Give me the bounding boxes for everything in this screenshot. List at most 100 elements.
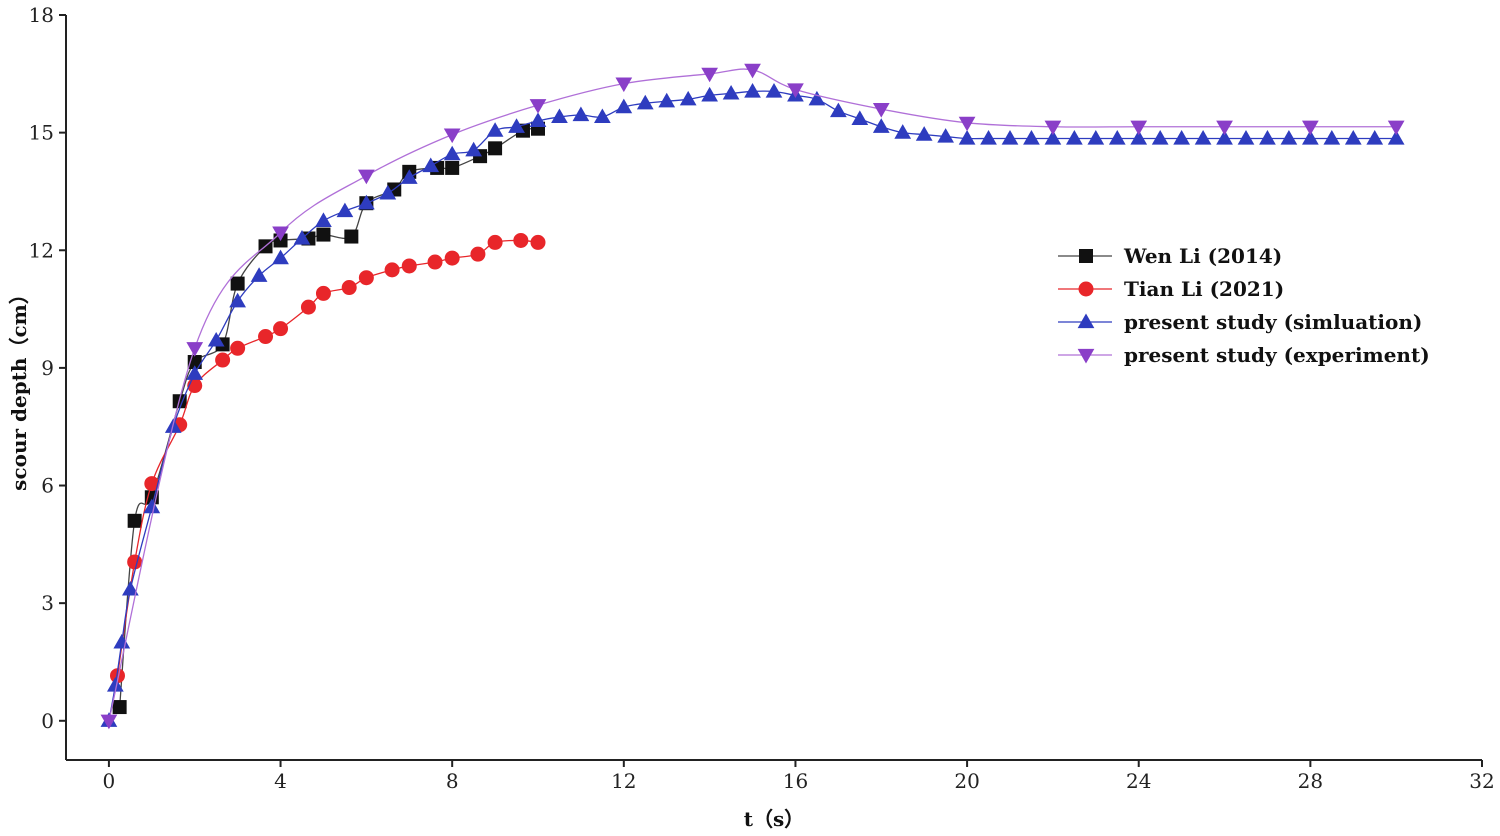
data-point: [122, 580, 139, 596]
data-point: [1237, 130, 1255, 145]
data-point: [765, 82, 783, 98]
data-point: [1302, 130, 1319, 145]
data-point: [658, 92, 676, 108]
data-point: [551, 108, 568, 124]
data-point: [937, 128, 954, 143]
data-point: [529, 112, 547, 127]
data-point: [701, 67, 718, 83]
legend-marker-group: [1077, 313, 1095, 329]
series-2: [100, 82, 1405, 727]
data-point: [486, 122, 504, 137]
data-point: [488, 141, 503, 156]
y-ticks: 0 3 6 9 12 15 18: [29, 3, 66, 733]
data-point: [112, 700, 127, 715]
x-tick-label: 20: [954, 769, 979, 793]
data-point: [258, 329, 274, 345]
data-point: [615, 98, 633, 114]
data-point: [215, 352, 231, 368]
axes: [65, 15, 1482, 761]
legend-label: present study (experiment): [1124, 343, 1430, 367]
y-tick-label: 15: [29, 121, 54, 145]
data-point: [1323, 130, 1341, 145]
data-point: [127, 513, 142, 528]
data-point: [508, 118, 525, 133]
data-point: [230, 276, 245, 291]
data-point: [1066, 130, 1083, 145]
data-point: [980, 130, 997, 145]
x-tick-label: 12: [611, 769, 636, 793]
data-point: [186, 365, 204, 380]
data-point: [127, 554, 143, 570]
series-line: [108, 90, 1397, 721]
data-point: [744, 63, 761, 79]
legend-item: Tian Li (2021): [1058, 277, 1284, 301]
data-point: [1280, 130, 1298, 145]
data-point: [1044, 120, 1062, 136]
y-tick-label: 18: [29, 3, 54, 27]
data-point: [470, 246, 486, 262]
data-point: [341, 280, 357, 296]
data-point: [207, 331, 225, 347]
legend-marker: [1078, 281, 1094, 297]
data-point: [894, 124, 912, 139]
x-tick-label: 4: [274, 769, 287, 793]
legend-item: present study (experiment): [1058, 343, 1430, 367]
data-point: [572, 106, 590, 122]
data-point: [445, 160, 460, 175]
data-point: [830, 102, 847, 118]
data-point: [851, 110, 869, 126]
y-tick-label: 0: [41, 709, 54, 733]
x-ticks: 0 4 8 12 16 20 24 28 32: [103, 760, 1495, 793]
data-point: [315, 285, 331, 301]
legend-marker: [1079, 249, 1093, 263]
data-point: [1259, 130, 1276, 145]
data-point: [358, 270, 374, 286]
data-point: [444, 250, 460, 266]
series-1: [109, 232, 546, 684]
data-point: [143, 498, 161, 514]
y-tick-label: 9: [41, 356, 54, 380]
data-point: [186, 342, 204, 357]
data-point: [722, 84, 740, 100]
data-point: [315, 212, 332, 227]
data-point: [272, 226, 289, 242]
data-point: [1216, 120, 1233, 136]
data-point: [1344, 130, 1362, 145]
data-point: [915, 126, 933, 141]
data-point: [443, 145, 461, 161]
data-point: [679, 90, 697, 106]
data-point: [465, 141, 482, 157]
data-point: [229, 292, 246, 308]
x-tick-label: 8: [446, 769, 459, 793]
data-point: [872, 102, 890, 118]
data-point: [250, 267, 268, 282]
data-point: [384, 262, 400, 278]
data-point: [358, 194, 375, 210]
y-tick-label: 6: [41, 474, 54, 498]
series-3: [100, 63, 1405, 730]
data-point: [422, 157, 440, 173]
data-point: [636, 94, 654, 110]
data-point: [300, 299, 316, 315]
data-point: [744, 82, 761, 98]
data-point: [1044, 130, 1062, 145]
legend: Wen Li (2014) Tian Li (2021) present stu…: [1058, 244, 1430, 367]
data-point: [1001, 130, 1019, 145]
x-tick-label: 16: [783, 769, 808, 793]
data-point: [1130, 130, 1148, 145]
series-line: [116, 239, 539, 676]
data-point: [1387, 130, 1405, 145]
legend-label: Tian Li (2021): [1124, 277, 1284, 301]
data-point: [1194, 130, 1212, 145]
data-point: [1216, 130, 1233, 145]
data-point: [594, 108, 611, 124]
data-point: [1366, 130, 1384, 145]
data-point: [100, 714, 118, 730]
data-point: [958, 116, 976, 132]
data-point: [427, 254, 443, 270]
legend-item: present study (simluation): [1058, 310, 1422, 334]
y-tick-label: 12: [29, 238, 54, 262]
data-point: [530, 234, 546, 250]
legend-marker-group: [1079, 249, 1093, 263]
data-point: [529, 99, 547, 114]
